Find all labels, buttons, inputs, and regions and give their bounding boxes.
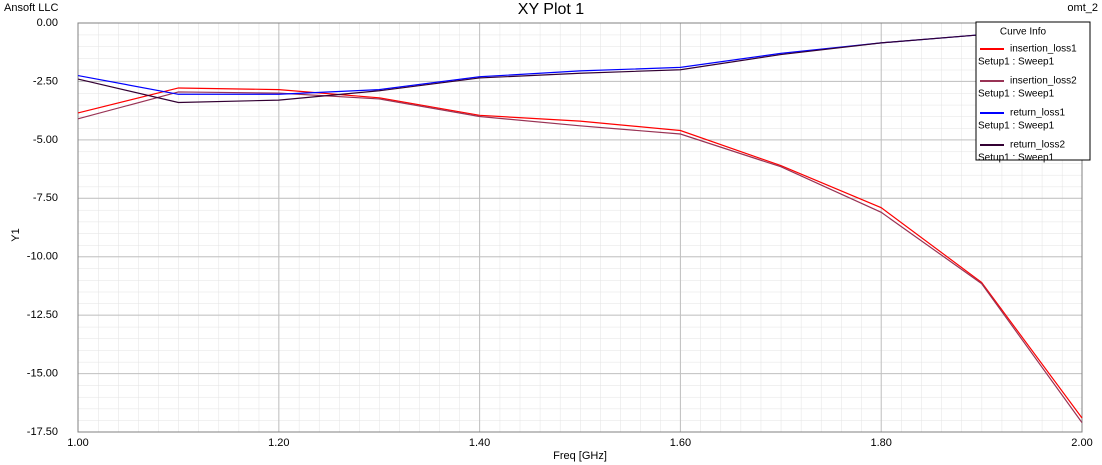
y-tick-label: -7.50 (33, 192, 58, 204)
legend-label: return_loss2 (1010, 140, 1065, 151)
legend-setup: Setup1 : Sweep1 (978, 153, 1055, 164)
legend-setup: Setup1 : Sweep1 (978, 121, 1055, 132)
x-tick-label: 1.20 (268, 437, 289, 449)
x-tick-label: 1.60 (670, 437, 691, 449)
legend-box (975, 21, 1091, 161)
series-line (77, 87, 1083, 419)
legend-label: insertion_loss2 (1010, 76, 1077, 87)
series-line (77, 91, 1083, 424)
x-tick-label: 2.00 (1071, 437, 1092, 449)
y-tick-label: -10.00 (27, 251, 58, 263)
minor-grid (78, 23, 1082, 432)
y-tick-label: -15.00 (27, 367, 58, 379)
x-tick-label: 1.00 (67, 437, 88, 449)
y-tick-label: -17.50 (27, 426, 58, 438)
corner-left: Ansoft LLC (4, 2, 58, 14)
y-tick-label: -12.50 (27, 309, 58, 321)
x-tick-label: 1.40 (469, 437, 490, 449)
corner-right: omt_2 (1067, 2, 1098, 14)
y-tick-label: 0.00 (37, 17, 58, 29)
x-axis-label: Freq [GHz] (553, 450, 607, 462)
legend-label: return_loss1 (1010, 108, 1065, 119)
legend-setup: Setup1 : Sweep1 (978, 89, 1055, 100)
legend-setup: Setup1 : Sweep1 (978, 57, 1055, 68)
y-tick-label: -5.00 (33, 134, 58, 146)
series-line (77, 27, 1083, 104)
x-tick-label: 1.80 (870, 437, 891, 449)
y-axis-label: Y1 (10, 228, 22, 241)
legend-label: insertion_loss1 (1010, 44, 1077, 55)
plot-frame (77, 22, 1083, 433)
y-tick-label: -2.50 (33, 75, 58, 87)
chart-title: XY Plot 1 (518, 1, 585, 18)
legend-title: Curve Info (1000, 27, 1047, 38)
